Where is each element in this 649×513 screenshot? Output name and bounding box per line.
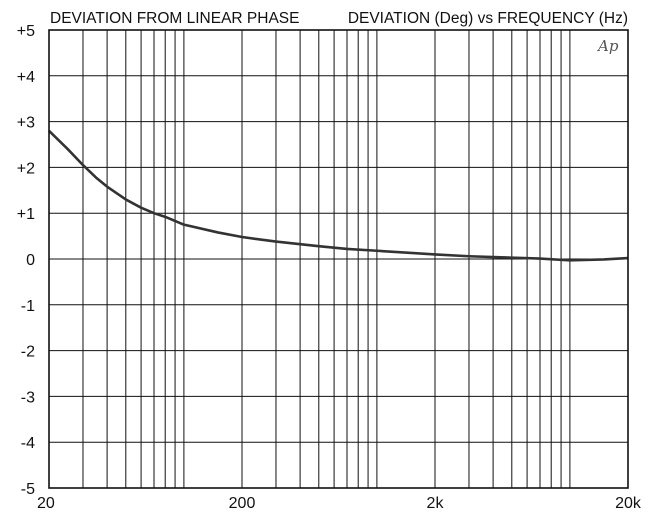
y-tick-label: -5 xyxy=(21,481,35,498)
series-line xyxy=(48,129,629,262)
y-tick-label: +2 xyxy=(17,160,35,177)
plot-frame xyxy=(48,29,629,489)
y-axis-tick-labels: +5 +4 +3 +2 +1 0 -1 -2 -3 -4 -5 xyxy=(17,23,35,498)
x-tick-label: 20k xyxy=(615,495,642,512)
y-tick-label: -1 xyxy=(21,298,35,315)
x-tick-label: 2k xyxy=(427,495,445,512)
y-tick-label: 0 xyxy=(26,252,35,269)
x-tick-label: 200 xyxy=(229,495,256,512)
chart-title-right: DEVIATION (Deg) vs FREQUENCY (Hz) xyxy=(348,10,628,27)
y-tick-label: -2 xyxy=(21,344,35,361)
y-tick-label: +4 xyxy=(17,69,35,86)
chart-title-left: DEVIATION FROM LINEAR PHASE xyxy=(50,10,299,27)
x-tick-label: 20 xyxy=(37,495,55,512)
y-tick-label: +1 xyxy=(17,206,35,223)
audio-precision-logo: Ap xyxy=(596,37,619,55)
x-axis-tick-labels: 20 200 2k 20k xyxy=(37,495,642,512)
y-tick-label: +3 xyxy=(17,115,35,132)
y-tick-label: +5 xyxy=(17,23,35,40)
y-tick-label: -3 xyxy=(21,389,35,406)
y-tick-label: -4 xyxy=(21,435,35,452)
